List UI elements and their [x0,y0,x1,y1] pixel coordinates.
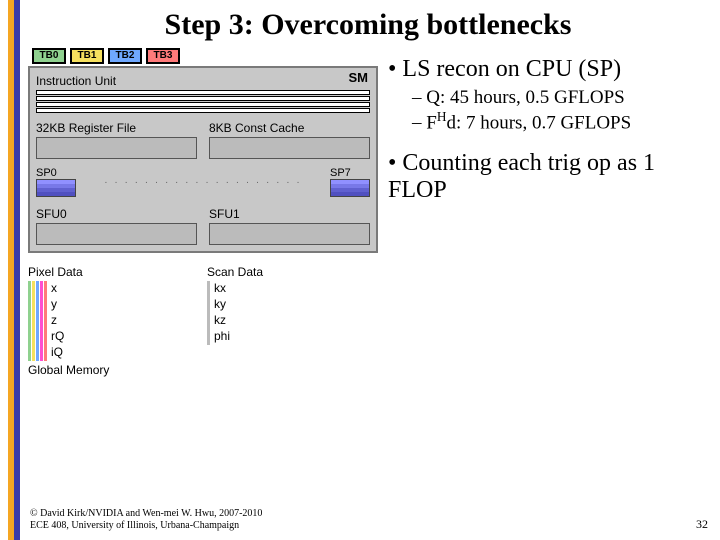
scan-item: ky [214,297,230,313]
bullet-1b: FHd: 7 hours, 0.7 GFLOPS [412,109,708,134]
scan-item: kx [214,281,230,297]
tb-block: TB1 [70,48,104,64]
pixel-item: rQ [51,329,64,345]
instruction-unit-bars [36,90,370,113]
scan-data-list: kxkykzphi [214,281,230,345]
sm-label: SM [349,70,369,85]
sm-diagram: TB0TB1TB2TB3 SM Instruction Unit 32KB Re… [28,48,378,377]
page-number: 32 [696,517,708,532]
instruction-unit-label: Instruction Unit [36,74,370,88]
global-memory-label: Global Memory [28,363,378,377]
slide-accent-bar [0,0,22,540]
scan-data-bars [207,281,210,345]
sfu1-block [209,223,370,245]
const-cache-block [209,137,370,159]
sfu0-block [36,223,197,245]
pixel-data-bars [28,281,47,361]
tb-block: TB0 [32,48,66,64]
bullet-1: LS recon on CPU (SP) [388,56,708,83]
scan-data-label: Scan Data [207,265,378,279]
tb-block: TB2 [108,48,142,64]
bullet-1a: Q: 45 hours, 0.5 GFLOPS [412,87,708,109]
tb-block: TB3 [146,48,180,64]
const-cache-label: 8KB Const Cache [209,121,370,135]
sp7-label: SP7 [330,167,370,179]
pixel-item: y [51,297,64,313]
sp-ellipsis: · · · · · · · · · · · · · · · · · · · · [76,167,330,188]
pixel-data-label: Pixel Data [28,265,199,279]
pixel-item: x [51,281,64,297]
sfu0-label: SFU0 [36,207,197,221]
footer: © David Kirk/NVIDIA and Wen-mei W. Hwu, … [30,508,262,532]
sfu1-label: SFU1 [209,207,370,221]
reg-file-block [36,137,197,159]
scan-item: phi [214,329,230,345]
slide-title: Step 3: Overcoming bottlenecks [28,8,708,42]
pixel-item: z [51,313,64,329]
pixel-data-list: xyzrQiQ [51,281,64,361]
sp0-block [36,179,76,197]
pixel-item: iQ [51,345,64,361]
sp0-label: SP0 [36,167,76,179]
bullet-2: Counting each trig op as 1 FLOP [388,150,708,204]
reg-file-label: 32KB Register File [36,121,197,135]
scan-item: kz [214,313,230,329]
bullet-list: LS recon on CPU (SP) Q: 45 hours, 0.5 GF… [388,48,708,377]
sp7-block [330,179,370,197]
